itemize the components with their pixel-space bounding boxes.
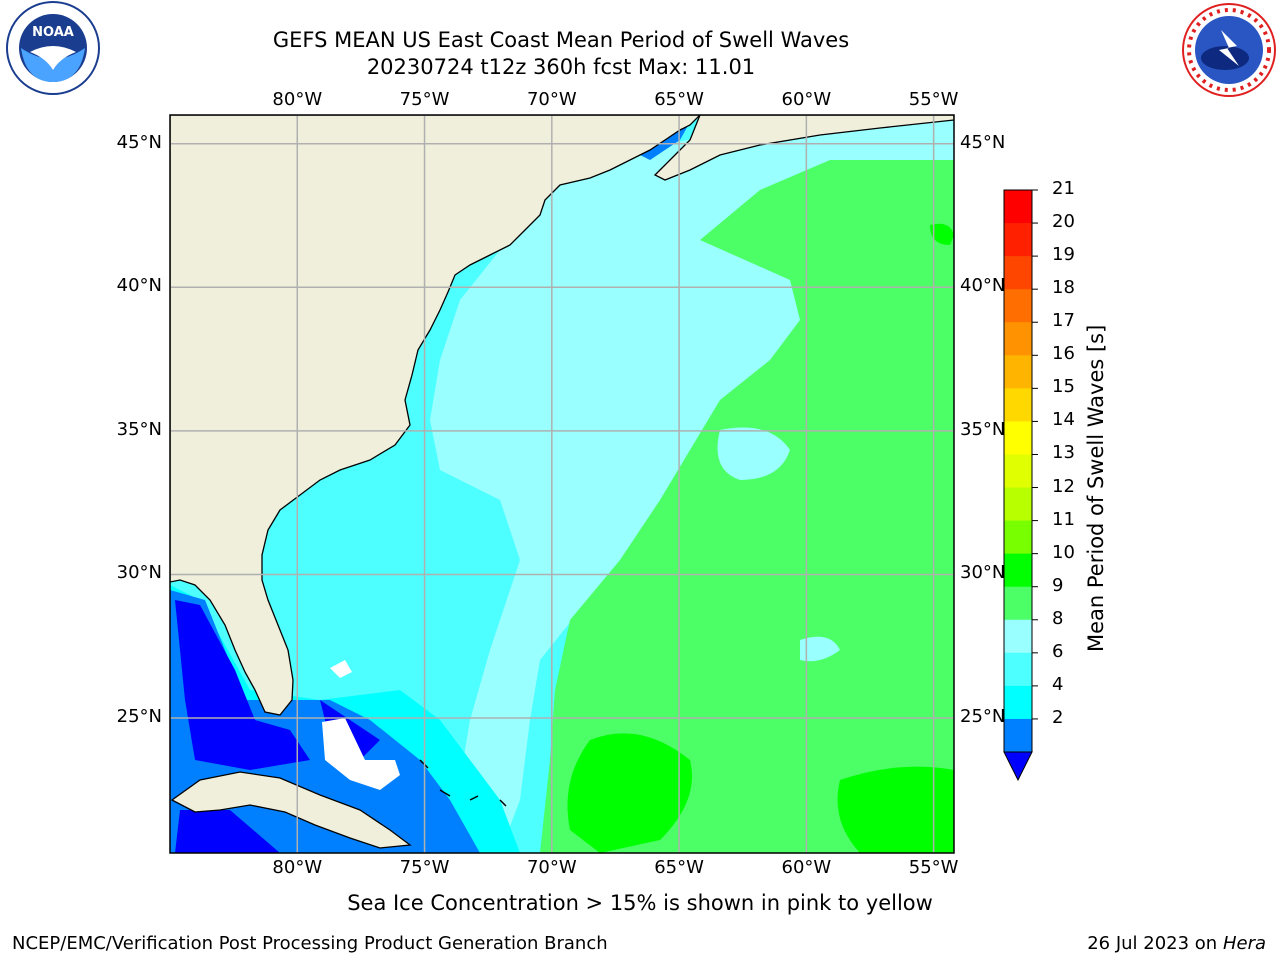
- colorbar-segment: [1004, 256, 1032, 290]
- period-zone-8-9: [717, 427, 790, 480]
- colorbar-segment: [1004, 289, 1032, 323]
- lon-label-top: 55°W: [908, 89, 959, 110]
- lat-label-right: 35°N: [960, 418, 1006, 440]
- lon-label-bottom: 75°W: [399, 857, 450, 878]
- lat-label-right: 45°N: [960, 131, 1006, 153]
- colorbar-tick-label: 13: [1052, 442, 1075, 464]
- colorbar-segment: [1004, 190, 1032, 224]
- colorbar-segment: [1004, 322, 1032, 356]
- lon-label-top: 80°W: [272, 89, 323, 110]
- colorbar-segment: [1004, 619, 1032, 654]
- period-zone-10-11: [930, 223, 954, 245]
- colorbar-tick-label: 14: [1052, 409, 1075, 431]
- lon-label-bottom: 70°W: [526, 857, 577, 878]
- period-zone-10-11: [837, 766, 954, 853]
- svg-text:NOAA: NOAA: [32, 25, 74, 40]
- lat-label-left: 35°N: [116, 418, 162, 440]
- colorbar-under-arrow: [1003, 751, 1033, 782]
- lat-label-right: 25°N: [960, 706, 1006, 728]
- colorbar-segment: [1004, 685, 1032, 720]
- noaa-logo: NOAA: [6, 1, 100, 95]
- footer-date-text: 26 Jul 2023 on: [1087, 933, 1223, 954]
- lat-label-left: 40°N: [116, 275, 162, 297]
- colorbar-tick-label: 2: [1052, 706, 1064, 728]
- colorbar-tick-label: 4: [1052, 673, 1064, 695]
- colorbar-segment: [1004, 553, 1032, 588]
- colorbar-segment: [1004, 520, 1032, 555]
- colorbar-tick-label: 21: [1052, 178, 1075, 199]
- footer-machine: Hera: [1222, 933, 1266, 954]
- colorbar-segment: [1004, 487, 1032, 522]
- colorbar-tick-label: 10: [1052, 541, 1075, 563]
- colorbar-tick-label: 19: [1052, 244, 1075, 266]
- colorbar-segment: [1004, 421, 1032, 455]
- lon-label-bottom: 60°W: [781, 857, 832, 878]
- period-zone-8-9: [800, 636, 840, 662]
- no-data-zone: [322, 718, 400, 790]
- colorbar-frame: [1003, 189, 1033, 753]
- lat-label-left: 25°N: [116, 706, 162, 728]
- chart-title: GEFS MEAN US East Coast Mean Period of S…: [272, 28, 850, 52]
- lat-label-right: 30°N: [960, 562, 1006, 584]
- land-cuba: [170, 771, 412, 849]
- lon-label-bottom: 55°W: [908, 857, 959, 878]
- colorbar-tick-label: 17: [1052, 310, 1075, 332]
- colorbar: [1003, 189, 1038, 782]
- lon-label-bottom: 80°W: [272, 857, 323, 878]
- colorbar-segment: [1004, 652, 1032, 687]
- land-north-america: [170, 115, 701, 716]
- colorbar-tick-label: 6: [1052, 640, 1064, 662]
- colorbar-tick-label: 20: [1052, 211, 1075, 233]
- colorbar-tick-label: 18: [1052, 277, 1075, 299]
- colorbar-segment: [1004, 586, 1032, 621]
- lat-label-left: 30°N: [116, 562, 162, 584]
- lon-label-top: 75°W: [399, 89, 450, 110]
- period-zone-9-10: [540, 160, 954, 853]
- chart-subtitle: 20230724 t12z 360h fcst Max: 11.01: [366, 55, 756, 79]
- footer-credit: NCEP/EMC/Verification Post Processing Pr…: [12, 933, 608, 954]
- footer-date: 26 Jul 2023 on Hera: [1087, 933, 1266, 954]
- colorbar-segment: [1004, 454, 1032, 489]
- colorbar-tick-label: 11: [1052, 508, 1075, 530]
- no-data-zone: [330, 660, 352, 678]
- period-zone-10-11: [567, 733, 692, 853]
- colorbar-segment: [1004, 388, 1032, 422]
- land-nova-scotia: [653, 115, 954, 181]
- colorbar-tick-label: 12: [1052, 475, 1075, 497]
- colorbar-tick-label: 8: [1052, 607, 1064, 629]
- colorbar-segment: [1004, 223, 1032, 257]
- map-frame: [169, 114, 955, 854]
- lat-label-left: 45°N: [116, 131, 162, 153]
- colorbar-tick-label: 9: [1052, 574, 1064, 596]
- lat-label-right: 40°N: [960, 275, 1006, 297]
- colorbar-label: Mean Period of Swell Waves [s]: [1084, 324, 1108, 652]
- period-zone-below-2: [175, 600, 310, 770]
- lon-label-top: 70°W: [526, 89, 577, 110]
- colorbar-tick-label: 16: [1052, 343, 1075, 365]
- lon-label-top: 60°W: [781, 89, 832, 110]
- colorbar-tick-label: 15: [1052, 376, 1075, 398]
- period-zone-below-2: [175, 810, 280, 853]
- sea-ice-note: Sea Ice Concentration > 15% is shown in …: [347, 891, 933, 915]
- lon-label-bottom: 65°W: [654, 857, 704, 878]
- lon-label-top: 65°W: [654, 89, 704, 110]
- colorbar-segment: [1004, 355, 1032, 389]
- nws-logo: [1182, 3, 1276, 97]
- colorbar-segment: [1004, 718, 1032, 753]
